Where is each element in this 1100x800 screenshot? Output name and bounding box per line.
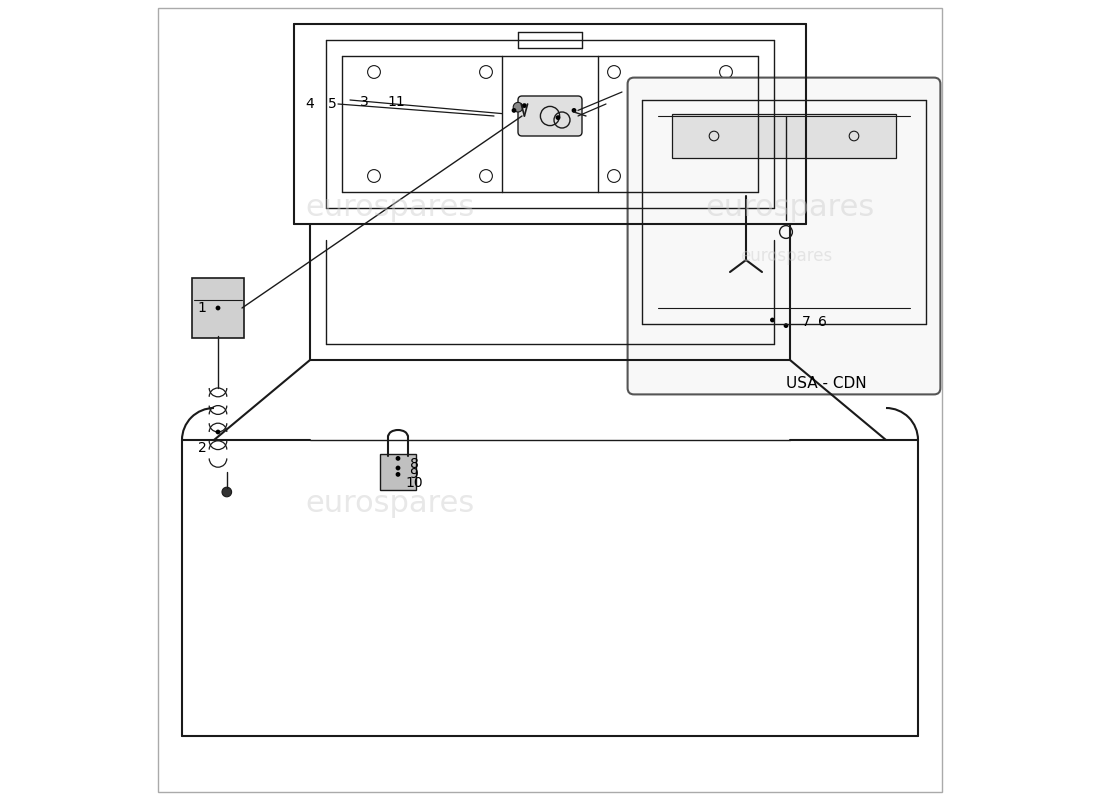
Text: 1: 1 [198, 301, 207, 315]
Text: eurospares: eurospares [306, 490, 474, 518]
Text: 10: 10 [405, 476, 422, 490]
Text: eurospares: eurospares [306, 194, 474, 222]
Circle shape [770, 318, 774, 322]
Text: USA - CDN: USA - CDN [785, 376, 867, 391]
Circle shape [396, 466, 400, 470]
Text: 8: 8 [409, 457, 418, 471]
Text: 3: 3 [360, 95, 368, 110]
Text: 7: 7 [802, 315, 811, 330]
Text: 6: 6 [817, 315, 826, 330]
Circle shape [572, 108, 576, 113]
Text: 11: 11 [387, 95, 405, 110]
Circle shape [216, 306, 220, 310]
Text: 5: 5 [328, 97, 337, 111]
FancyBboxPatch shape [628, 78, 940, 394]
FancyBboxPatch shape [192, 278, 243, 338]
FancyBboxPatch shape [381, 454, 416, 490]
Circle shape [222, 487, 232, 497]
Text: 4: 4 [306, 97, 315, 111]
Circle shape [396, 472, 400, 477]
Circle shape [396, 456, 400, 461]
FancyBboxPatch shape [518, 96, 582, 136]
Text: eurospares: eurospares [740, 247, 832, 265]
Circle shape [522, 103, 527, 108]
Circle shape [556, 115, 560, 120]
Circle shape [783, 323, 789, 328]
Text: eurospares: eurospares [705, 194, 874, 222]
Circle shape [216, 430, 220, 434]
Circle shape [512, 108, 516, 113]
Circle shape [514, 102, 522, 112]
Text: 2: 2 [198, 441, 207, 455]
Text: 9: 9 [409, 466, 418, 481]
FancyBboxPatch shape [672, 114, 896, 158]
